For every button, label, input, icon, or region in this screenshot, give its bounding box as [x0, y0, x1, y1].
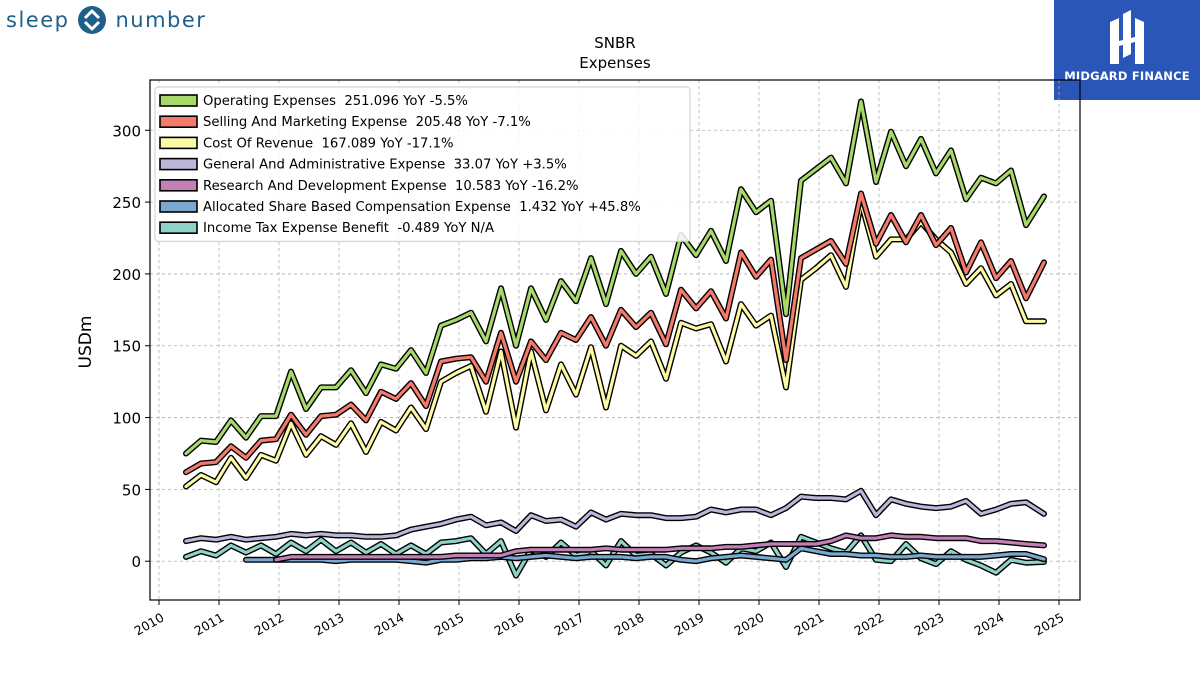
y-axis: 0 50 100 150 200 250 300	[112, 122, 150, 571]
series-general-and-administrative-expense	[183, 487, 1047, 545]
x-tick-label: 2021	[791, 610, 826, 639]
x-tick-label: 2023	[911, 610, 946, 639]
chart-subtitle: Expenses	[579, 54, 651, 72]
sleep-number-logo: sleep number	[6, 3, 206, 37]
x-tick-label: 2022	[851, 610, 886, 639]
x-tick-label: 2014	[371, 610, 406, 639]
y-tick-label: 250	[112, 194, 141, 212]
series-operating-expenses	[183, 98, 1047, 457]
x-tick-label: 2017	[551, 610, 586, 639]
double-chevron-circle-icon	[78, 6, 107, 34]
x-tick-label: 2011	[191, 610, 226, 639]
legend-swatch	[159, 221, 198, 234]
x-tick-label: 2024	[971, 610, 1006, 639]
legend-swatch	[159, 200, 198, 213]
mh-monogram-icon	[1110, 10, 1144, 64]
x-tick-label: 2019	[671, 610, 706, 639]
legend-item: Allocated Share Based Compensation Expen…	[159, 200, 641, 215]
y-tick-label: 150	[112, 338, 141, 356]
logo-word-sleep: sleep	[6, 8, 70, 32]
series-line	[184, 191, 1046, 474]
logo-word-number: number	[115, 8, 207, 32]
x-tick-label: 2012	[251, 610, 286, 639]
x-tick-label: 2015	[431, 610, 466, 639]
legend-swatch	[159, 179, 198, 192]
plot-frame	[149, 79, 1081, 601]
legend-item: Operating Expenses 251.096 YoY -5.5%	[159, 94, 468, 109]
series-income-tax-expense-benefit	[183, 532, 1047, 579]
series-line	[184, 489, 1046, 543]
legend-label: Income Tax Expense Benefit -0.489 YoY N/…	[203, 221, 494, 236]
series-cost-of-revenue	[183, 199, 1047, 490]
legend-label: Research And Development Expense 10.583 …	[203, 179, 579, 194]
midgard-finance-text: MIDGARD FINANCE	[1064, 69, 1190, 83]
legend-label: Cost Of Revenue 167.089 YoY -17.1%	[203, 136, 454, 151]
legend-label: Operating Expenses 251.096 YoY -5.5%	[203, 94, 468, 109]
legend-label: Selling And Marketing Expense 205.48 YoY…	[203, 115, 531, 130]
y-tick-label: 100	[112, 410, 141, 428]
x-tick-label: 2010	[131, 610, 166, 639]
legend-item: Cost Of Revenue 167.089 YoY -17.1%	[159, 136, 454, 151]
x-tick-label: 2020	[731, 610, 766, 639]
legend-swatch	[159, 157, 198, 171]
legend-item: General And Administrative Expense 33.07…	[159, 157, 567, 173]
y-tick-label: 0	[131, 553, 141, 571]
legend-item: Income Tax Expense Benefit -0.489 YoY N/…	[159, 221, 494, 236]
y-axis-label: USDm	[76, 316, 96, 369]
x-tick-label: 2025	[1031, 610, 1066, 639]
x-tick-label: 2018	[611, 610, 646, 639]
y-tick-label: 300	[112, 122, 141, 140]
series-line	[274, 533, 1046, 562]
series-layer	[183, 98, 1047, 579]
legend-item: Selling And Marketing Expense 205.48 YoY…	[159, 115, 531, 130]
legend-swatch	[159, 115, 198, 128]
midgard-finance-logo: MIDGARD FINANCE	[1054, 0, 1200, 100]
chart-title: SNBR	[594, 34, 635, 52]
legend-swatch	[159, 94, 198, 107]
y-tick-label: 200	[112, 266, 141, 284]
x-tick-label: 2013	[311, 610, 346, 639]
series-line	[184, 99, 1046, 456]
series-line	[184, 533, 1046, 578]
series-selling-and-marketing-expense	[183, 190, 1047, 476]
series-line	[184, 200, 1046, 489]
legend-box	[154, 86, 691, 242]
legend-label: Allocated Share Based Compensation Expen…	[203, 200, 641, 215]
y-tick-label: 50	[122, 481, 141, 499]
series-research-and-development-expense	[273, 532, 1047, 563]
legend-item: Research And Development Expense 10.583 …	[159, 179, 579, 194]
x-tick-label: 2016	[491, 610, 526, 639]
x-axis: 2010 2011 2012 2013 2014 2015 2016 2017 2018 2019…	[131, 600, 1067, 639]
legend-label: General And Administrative Expense 33.07…	[203, 158, 567, 173]
legend-swatch	[159, 136, 198, 150]
legend: Operating Expenses 251.096 YoY -5.5% Sell…	[154, 86, 691, 242]
